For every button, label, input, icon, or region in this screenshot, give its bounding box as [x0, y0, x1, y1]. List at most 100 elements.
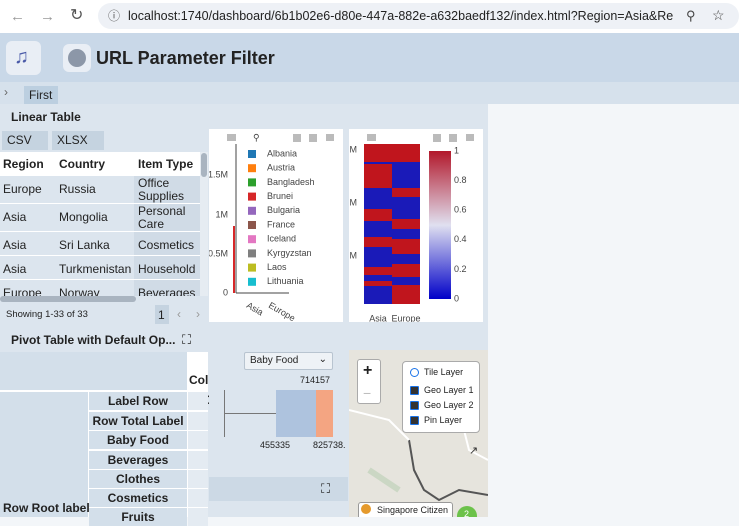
- legend-entry: Iceland: [267, 234, 296, 244]
- pin-label[interactable]: Singapore Citizen: [358, 502, 453, 517]
- table-cell: Europe: [3, 182, 42, 196]
- modebar: [227, 134, 334, 142]
- pivot-value-cell: [188, 489, 208, 507]
- table-cell: Personal Care: [138, 204, 186, 231]
- back-button[interactable]: ←: [10, 8, 25, 25]
- csv-button[interactable]: CSV: [2, 131, 48, 150]
- checkbox[interactable]: [410, 401, 419, 410]
- dropdown-value: Baby Food: [250, 355, 299, 366]
- tab-bar: › First: [0, 82, 739, 104]
- expand-icon[interactable]: ⛶: [321, 481, 331, 496]
- table-cell: Russia: [59, 182, 96, 196]
- app-logo[interactable]: ♫: [6, 41, 41, 75]
- column-header: Country: [59, 157, 105, 171]
- dropdown[interactable]: Baby Food ⌄: [244, 352, 333, 370]
- table-footer: Showing 1-33 of 33: [6, 309, 88, 320]
- reload-button[interactable]: ↻: [70, 7, 84, 24]
- table-row: Asia Sri Lanka Cosmetics: [0, 232, 200, 256]
- expand-arrow[interactable]: ›: [4, 85, 8, 99]
- table-cell: Asia: [3, 238, 27, 252]
- pivot-value-cell: [188, 470, 208, 488]
- v-scrollbar[interactable]: [200, 152, 208, 296]
- pin-icon: [361, 504, 371, 514]
- pivot-row-cell: [89, 431, 187, 449]
- table-cell: Beverages: [138, 286, 196, 297]
- map[interactable]: + − Tile Layer Geo Layer 1 Geo Layer 2 Pin …: [349, 350, 488, 517]
- prev-page[interactable]: ‹: [177, 307, 181, 321]
- colorbar-tick: 0.4: [454, 234, 467, 244]
- bar-chart: ⚲ Albania Austria Bangladesh Brunei Bulgaria…: [209, 129, 343, 322]
- modebar: [367, 134, 474, 142]
- zoom-out[interactable]: −: [363, 385, 372, 401]
- root-cell: [0, 392, 88, 517]
- table-cell: Norway: [59, 286, 100, 296]
- heatmap: M M M 0 0.2 0.4 0.6 0.8 1 Asia Europe: [349, 129, 483, 322]
- whisker: [224, 413, 276, 414]
- checkbox[interactable]: [410, 386, 419, 395]
- table-row: Asia Mongolia Personal Care: [0, 204, 200, 232]
- xlsx-button[interactable]: XLSX: [52, 131, 104, 150]
- zoom-in[interactable]: +: [363, 362, 373, 379]
- table-cell: Asia: [3, 262, 27, 276]
- zoom-icon[interactable]: ⚲: [686, 8, 696, 23]
- pivot-row-label: Label Row: [107, 394, 168, 408]
- y-tick-label: M: [350, 144, 358, 154]
- x-tick-label: Asia: [369, 313, 387, 322]
- pivot-row-label: Row Total Label: [92, 414, 184, 428]
- cell-bg: [134, 176, 200, 203]
- layer-control: Tile Layer Geo Layer 1 Geo Layer 2 Pin Laye…: [402, 361, 480, 433]
- legend-entry: Albania: [267, 148, 297, 158]
- cluster[interactable]: 2: [457, 506, 477, 517]
- table-row: Asia Turkmenistan Household: [0, 256, 200, 280]
- column-header: Region: [3, 157, 44, 171]
- tab[interactable]: First: [24, 86, 58, 104]
- address-bar[interactable]: ⓘ localhost:1740/dashboard/6b1b02e6-d80e…: [98, 3, 739, 29]
- pivot-value-cell: [188, 451, 208, 469]
- pivot-value-cell: [188, 431, 208, 449]
- chart-bg: [209, 129, 343, 322]
- fullscreen-icon[interactable]: ↗: [469, 445, 479, 457]
- whisker-cap: [224, 390, 225, 437]
- page-button[interactable]: 1: [155, 305, 169, 324]
- legend-swatch: [248, 164, 256, 173]
- legend-swatch: [248, 178, 256, 187]
- legend-entry: Brunei: [267, 191, 293, 201]
- x-tick-label: Europe: [391, 313, 420, 322]
- expand-icon[interactable]: ⛶: [182, 332, 192, 347]
- pivot-row-label: Beverages: [107, 453, 169, 467]
- url: localhost:1740/dashboard/6b1b02e6-d80e-4…: [128, 10, 673, 23]
- y-tick-label: 0.5M: [209, 248, 228, 258]
- bookmark-icon[interactable]: ☆: [712, 7, 725, 23]
- layer-name: Pin Layer: [424, 415, 463, 425]
- pivot-value-cell: [188, 412, 208, 430]
- zoom-tool[interactable]: ⚲: [253, 132, 260, 142]
- h-scrollbar[interactable]: [0, 296, 136, 302]
- cell-bg: [134, 280, 200, 296]
- box-plot: Baby Food ⌄ 714157 455335 825738.: [209, 350, 348, 475]
- heat-cells: [364, 144, 420, 304]
- legend-entry: Austria: [267, 163, 295, 173]
- legend-entry: Laos: [267, 262, 287, 272]
- table-cell: Cosmetics: [138, 238, 195, 252]
- table-cell: Mongolia: [59, 210, 108, 224]
- checkbox[interactable]: [410, 416, 419, 425]
- colorbar: [429, 151, 451, 299]
- radio[interactable]: [410, 368, 419, 377]
- next-page[interactable]: ›: [196, 307, 200, 321]
- colorbar-tick: 0.2: [454, 264, 467, 274]
- y-tick-label: 0: [223, 287, 228, 297]
- bar-mark: [233, 226, 235, 293]
- legend-swatch: [248, 206, 256, 215]
- legend-entry: Lithuania: [267, 276, 304, 286]
- pivot-row-cell: [89, 489, 187, 507]
- layer-name: Geo Layer 1: [424, 385, 474, 395]
- forward-button[interactable]: →: [40, 8, 55, 25]
- scroll-thumb[interactable]: [201, 153, 207, 177]
- cell-bg: [134, 204, 200, 231]
- box-label: 714157: [300, 375, 331, 385]
- table-cell: Turkmenistan: [59, 262, 132, 276]
- col-header: Col: [189, 374, 208, 386]
- legend-swatch: [248, 150, 256, 158]
